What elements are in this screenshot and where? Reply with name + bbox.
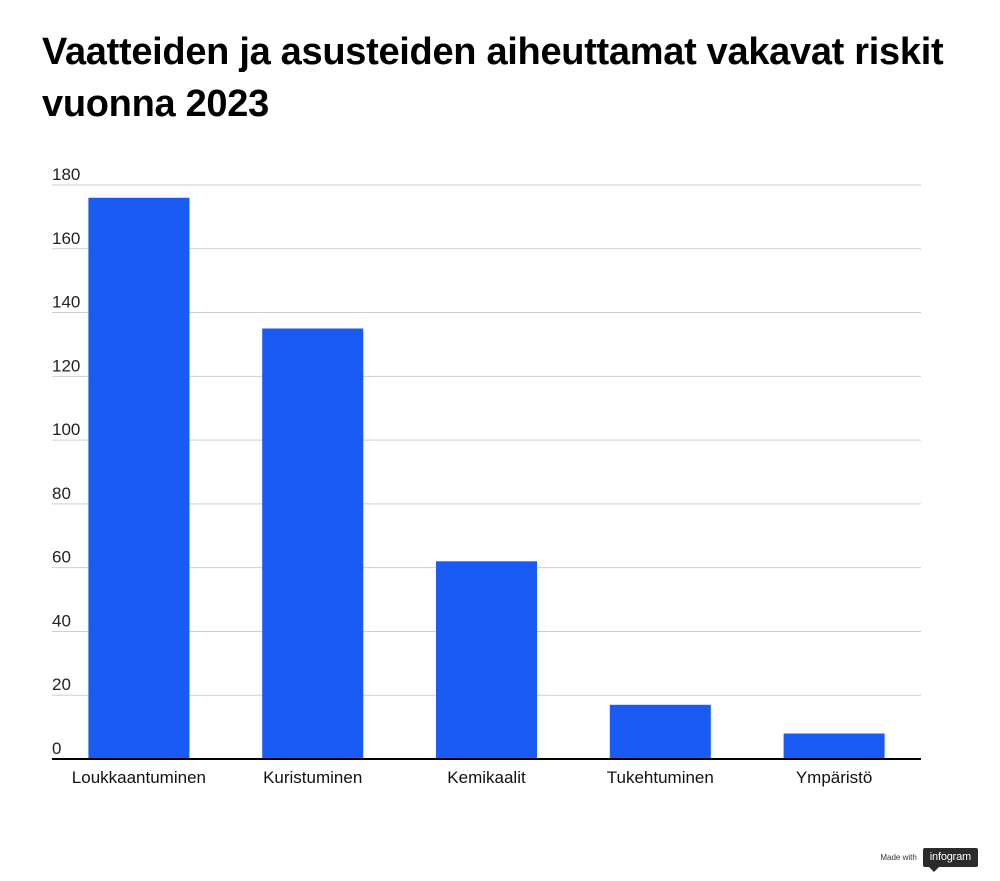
infogram-credit[interactable]: Made with infogram (880, 848, 978, 872)
y-axis-ticks: 0 20 40 60 80 100 120 140 160 180 (52, 165, 80, 758)
y-tick-label: 100 (52, 420, 80, 439)
made-with-text: Made with (880, 853, 917, 862)
y-tick-label: 40 (52, 611, 71, 630)
bars (88, 197, 885, 760)
y-tick-label: 20 (52, 675, 71, 694)
y-tick-label: 180 (52, 165, 80, 184)
y-tick-label: 80 (52, 484, 71, 503)
y-tick-label: 160 (52, 229, 80, 248)
x-category-label: Kemikaalit (447, 768, 526, 787)
y-tick-label: 120 (52, 356, 80, 375)
y-tick-label: 0 (52, 739, 61, 758)
infogram-logo: infogram (922, 848, 978, 872)
y-tick-label: 140 (52, 293, 80, 312)
bar-kuristuminen[interactable] (262, 328, 364, 760)
y-tick-label: 60 (52, 548, 71, 567)
x-category-label: Kuristuminen (263, 768, 362, 787)
x-category-label: Tukehtuminen (607, 768, 714, 787)
x-category-label: Ympäristö (796, 768, 873, 787)
bar-kemikaalit[interactable] (436, 561, 537, 759)
x-axis-labels: Loukkaantuminen Kuristuminen Kemikaalit Tuk… (72, 768, 873, 787)
chart-title: Vaatteiden ja asusteiden aiheuttamat vak… (42, 31, 944, 125)
bar-ympäristö[interactable] (783, 733, 885, 759)
bar-tukehtuminen[interactable] (609, 704, 711, 759)
bar-loukkaantuminen[interactable] (88, 197, 190, 759)
x-category-label: Loukkaantuminen (72, 768, 206, 787)
